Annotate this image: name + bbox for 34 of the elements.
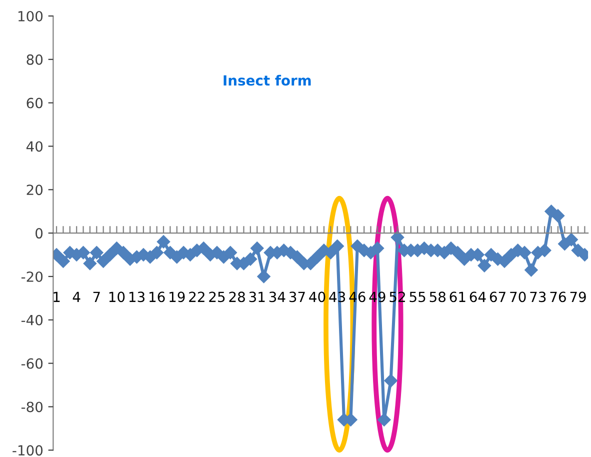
x-tick-label: 28 (229, 292, 245, 302)
x-tick-label: 4 (72, 292, 80, 302)
text: Insect form (224, 74, 311, 86)
x-tick-label: 61 (450, 292, 466, 302)
y-tick-label: 80 (26, 54, 43, 65)
y-tick-label: -20 (21, 271, 43, 282)
x-tick-label: 73 (530, 292, 546, 302)
y-tick-label: 100 (18, 10, 43, 22)
y-tick-label: -60 (21, 358, 43, 369)
x-tick-label: 79 (570, 292, 586, 302)
x-tick-label: 22 (189, 292, 204, 302)
x-tick-label: 37 (289, 292, 305, 302)
x-tick-label: 10 (109, 292, 125, 302)
x-tick-label: 58 (430, 292, 446, 302)
x-tick-label: 67 (490, 292, 506, 302)
x-tick-label: 19 (170, 292, 185, 302)
x-tick-label: 70 (510, 292, 526, 302)
y-tick-label: 20 (26, 184, 43, 196)
y-tick-label: 0 (36, 228, 43, 239)
x-tick-label: 7 (93, 292, 100, 302)
y-tick-label: -80 (21, 402, 43, 412)
x-tick-label: 64 (470, 292, 486, 302)
x-tick-label: 13 (129, 292, 144, 302)
y-tick-label: 60 (26, 98, 43, 108)
x-tick-label: 25 (209, 292, 225, 302)
y-tick-label: -40 (21, 314, 43, 326)
y-tick-label: -100 (12, 445, 43, 456)
x-tick-label: 31 (249, 292, 265, 302)
x-tick-label: 1 (54, 292, 60, 302)
x-tick-label: 55 (410, 292, 426, 302)
x-tick-label: 76 (550, 292, 566, 302)
y-tick-label: 40 (26, 141, 43, 152)
x-tick-label: 16 (150, 292, 165, 302)
x-tick-label: 34 (269, 292, 286, 302)
